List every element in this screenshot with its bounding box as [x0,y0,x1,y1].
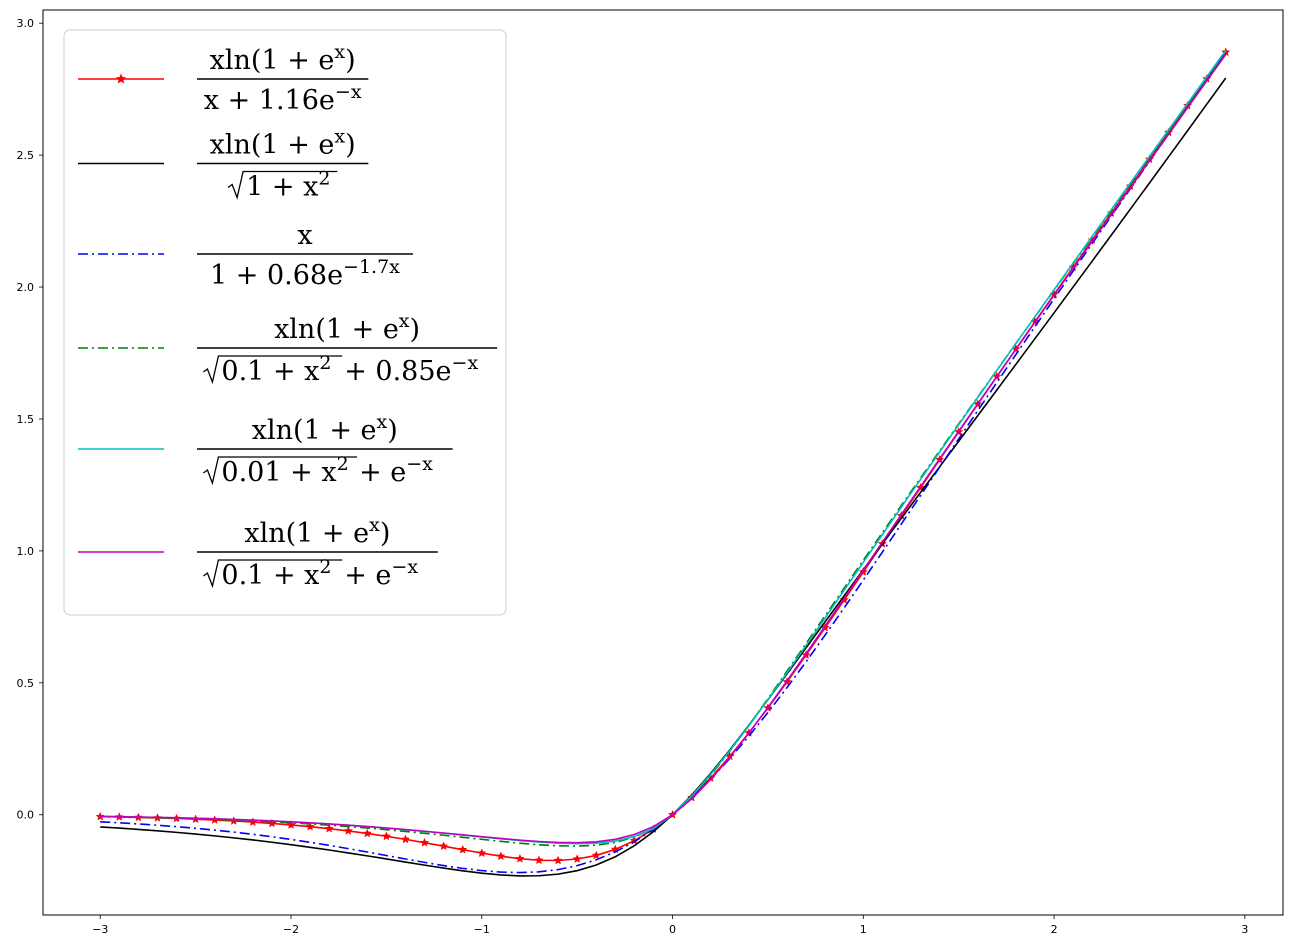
series-marker-s1 [572,854,582,863]
y-tick-label: 1.0 [17,545,35,558]
series-marker-s1 [591,850,601,860]
series-marker-s1 [400,834,411,844]
y-tick-label: 0.5 [17,677,35,690]
series-marker-s1 [477,848,487,858]
legend-numerator: xln(1 + ex​) [274,310,420,345]
plot-frame [42,9,1284,916]
legend-denominator: x + 1.16e−x​ [204,81,362,116]
legend-box [63,29,507,616]
legend-sqrt-sign [227,170,338,200]
legend-numerator: xln(1 + ex​) [210,126,356,161]
x-tick-label: 0 [669,923,676,936]
y-tick-label: 3.0 [17,17,35,30]
x-tick-label: −2 [283,923,299,936]
series-marker-s1 [458,844,468,854]
series-marker-s1 [381,831,392,841]
legend-numerator: xln(1 + ex​) [252,411,398,446]
series-marker-s1 [343,826,353,835]
series-marker-s1 [286,820,296,829]
legend: xln(1 + ex​) x + 1.16e−x​ xln(1 + ex​) 1 + … [63,29,507,616]
legend-sqrt-sign [203,456,358,486]
legend-denominator-radicand: 1 + x2​ [246,168,330,203]
plot-area [95,47,1231,877]
y-tick-label: 0.0 [17,809,35,822]
legend-denominator-radicand: 0.1 + x2​ [221,556,331,591]
y-tick-label: 2.0 [17,281,35,294]
legend-denominator-radicand: 0.01 + x2​ [221,453,348,488]
legend-denominator-tail: + e−x​ [344,556,418,591]
series-line-s3 [100,52,1227,874]
x-tick-label: 1 [860,923,867,936]
series-marker-s1 [553,855,563,865]
series-marker-s1 [324,823,334,833]
series-marker-s1 [305,821,315,831]
x-tick-label: 2 [1051,923,1058,936]
y-tick-label: 1.5 [17,413,35,426]
legend-numerator: xln(1 + ex​) [210,41,356,76]
x-tick-label: −1 [474,923,490,936]
legend-denominator-tail: + 0.85e−x​ [344,352,478,387]
legend-denominator-radicand: 0.1 + x2​ [221,352,331,387]
y-axis: 0.0 0.5 1.0 1.5 2.0 2.5 3.0 [17,17,43,822]
legend-denominator: 1 + 0.68e−1.7x​ [210,256,400,291]
x-axis: −3 −2 −1 0 1 2 3 [92,915,1248,936]
legend-sqrt-sign [203,559,343,589]
y-tick-label: 2.5 [17,149,35,162]
legend-sqrt-sign [203,355,343,385]
legend-marker-s1 [115,73,127,84]
legend-numerator: xln(1 + ex​) [244,514,390,549]
series-marker-s1 [515,853,525,863]
x-tick-label: −3 [92,923,108,936]
series-line-s2 [100,77,1227,877]
legend-numerator: x [297,220,312,251]
series-marker-s1 [362,828,372,838]
x-tick-label: 3 [1241,923,1248,936]
series-marker-s1 [534,855,544,865]
legend-denominator-tail: + e−x​ [359,453,433,488]
series-marker-s1 [438,841,449,851]
series-line-s6 [100,53,1227,844]
series-marker-s1 [419,837,430,847]
series-marker-s1 [496,851,506,861]
